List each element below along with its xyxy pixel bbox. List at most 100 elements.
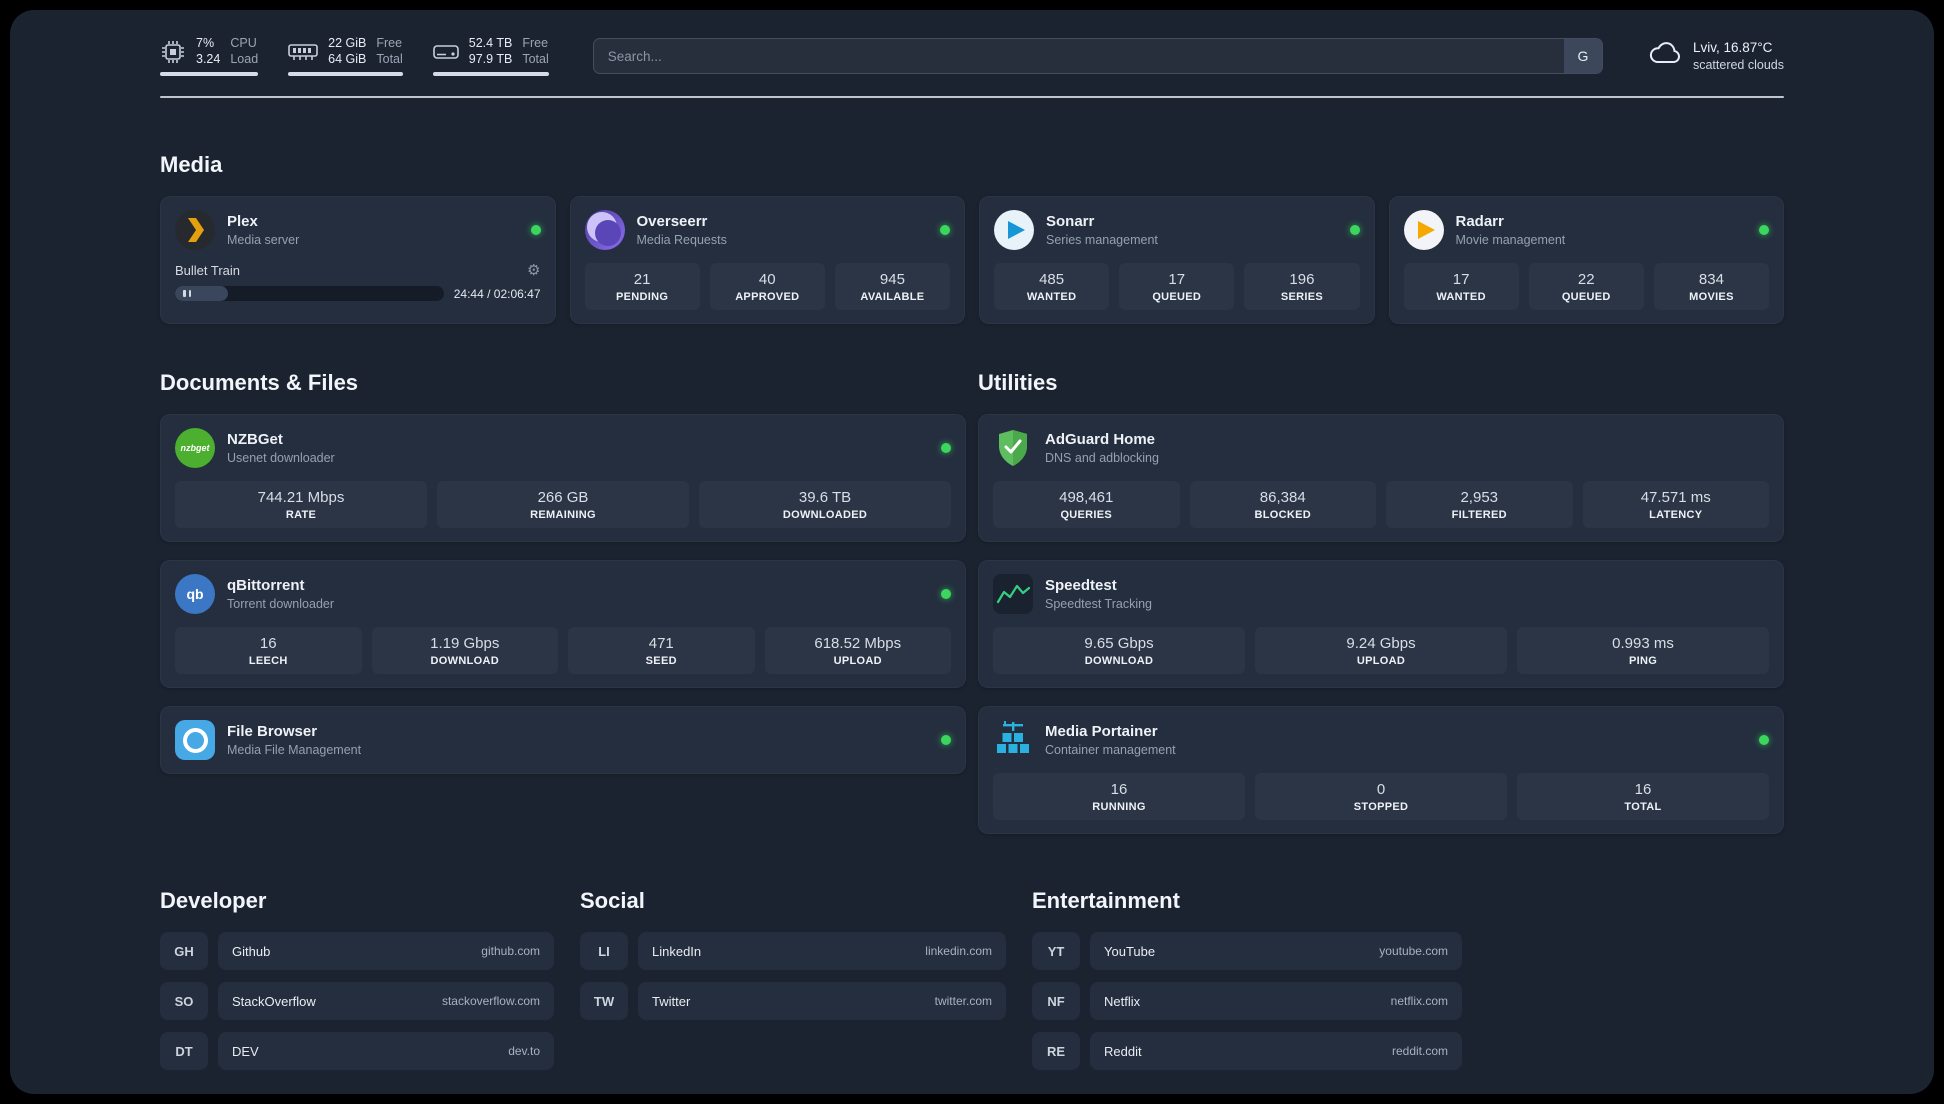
disk-usage-bar: [432, 72, 549, 77]
stat-upload: 9.24 Gbps UPLOAD: [1255, 627, 1507, 675]
app-desc: Container management: [1045, 743, 1176, 758]
bookmark-abbr-stackoverflow[interactable]: SO: [160, 982, 208, 1021]
app-name: Overseerr: [636, 212, 708, 230]
app-name: qBittorrent: [227, 576, 305, 594]
portainer-crane-icon: [993, 720, 1033, 760]
search-input[interactable]: [593, 48, 1564, 64]
weather-condition: scattered clouds: [1692, 57, 1784, 72]
app-name: Media Portainer: [1045, 722, 1158, 740]
plex-card[interactable]: Plex Media server Bullet Train ⚙ 24:44 /…: [160, 196, 556, 325]
bookmark-abbr-twitter[interactable]: TW: [580, 982, 628, 1021]
section-title-documents: Documents & Files: [160, 370, 359, 396]
stat-downloaded: 39.6 TB DOWNLOADED: [699, 481, 951, 529]
stat-filtered: 2,953 FILTERED: [1386, 481, 1573, 529]
radarr-card[interactable]: Radarr Movie management 17 WANTED 22 QUE…: [1388, 196, 1784, 325]
radarr-icon: [1403, 210, 1444, 251]
stat-stopped: 0 STOPPED: [1255, 773, 1507, 821]
bookmark-link-linkedin[interactable]: LinkedIn linkedin.com: [638, 932, 1006, 971]
bookmark-abbr-dev[interactable]: DT: [160, 1032, 208, 1071]
speedtest-card[interactable]: Speedtest Speedtest Tracking 9.65 Gbps D…: [978, 560, 1784, 689]
plex-icon: [175, 210, 215, 251]
stat-running: 16 RUNNING: [993, 773, 1245, 821]
stat-rate: 744.21 Mbps RATE: [175, 481, 427, 529]
memory-usage-bar: [288, 72, 403, 77]
memory-values: 22 GiB 64 GiB: [328, 36, 367, 66]
status-online-dot: [941, 589, 951, 600]
section-title-entertainment: Entertainment: [1032, 888, 1180, 914]
adguard-card[interactable]: AdGuard Home DNS and adblocking 498,461 …: [978, 414, 1784, 543]
section-title-developer: Developer: [160, 888, 267, 914]
stat-queries: 498,461 QUERIES: [993, 481, 1180, 529]
weather-widget: Lviv, 16.87°C scattered clouds: [1647, 39, 1784, 73]
bookmark-group-developer: Developer GH Github github.com SO StackO…: [160, 888, 554, 1082]
bookmark-group-social: Social LI LinkedIn linkedin.com TW Twitt…: [580, 888, 1006, 1082]
portainer-card[interactable]: Media Portainer Container management 16 …: [978, 706, 1784, 835]
status-online-dot: [530, 225, 541, 236]
gear-icon[interactable]: ⚙: [527, 262, 541, 280]
stat-remaining: 266 GB REMAINING: [437, 481, 689, 529]
bookmark-group-entertainment: Entertainment YT YouTube youtube.com NF …: [1032, 888, 1462, 1082]
cpu-widget: 7% 3.24 CPU Load: [160, 36, 259, 77]
app-name: Speedtest: [1045, 576, 1117, 594]
bookmark-abbr-netflix[interactable]: NF: [1032, 982, 1080, 1021]
memory-widget: 22 GiB 64 GiB Free Total: [288, 36, 403, 77]
nzbget-icon: nzbget: [175, 428, 215, 469]
search-engine-button[interactable]: G: [1563, 39, 1602, 74]
bookmark-abbr-youtube[interactable]: YT: [1032, 932, 1080, 971]
seek-bar-fill: [175, 286, 228, 302]
dashboard-screen: 7% 3.24 CPU Load: [10, 10, 1934, 1094]
disk-widget: 52.4 TB 97.9 TB Free Total: [432, 36, 549, 77]
qbittorrent-card[interactable]: qb qBittorrent Torrent downloader 16: [160, 560, 966, 689]
bookmark-abbr-linkedin[interactable]: LI: [580, 932, 628, 971]
app-desc: Series management: [1046, 233, 1158, 248]
now-playing-title: Bullet Train: [175, 262, 241, 278]
app-desc: Movie management: [1455, 233, 1566, 248]
memory-icon: [288, 41, 318, 63]
app-desc: Usenet downloader: [227, 451, 335, 466]
bookmark-abbr-github[interactable]: GH: [160, 932, 208, 971]
stat-download: 9.65 Gbps DOWNLOAD: [993, 627, 1245, 675]
stat-latency: 47.571 ms LATENCY: [1582, 481, 1769, 529]
app-desc: Torrent downloader: [227, 597, 335, 612]
stat-pending: 21 PENDING: [584, 263, 700, 311]
status-online-dot: [1759, 735, 1769, 746]
status-online-dot: [940, 225, 950, 236]
bookmark-link-youtube[interactable]: YouTube youtube.com: [1090, 932, 1462, 971]
status-online-dot: [1759, 225, 1769, 236]
disk-labels: Free Total: [522, 36, 549, 66]
stat-upload: 618.52 Mbps UPLOAD: [764, 627, 951, 675]
cpu-usage-bar: [160, 72, 259, 77]
filebrowser-card[interactable]: File Browser Media File Management: [160, 706, 966, 775]
disk-icon: [432, 41, 459, 63]
top-bar: 7% 3.24 CPU Load: [160, 36, 1784, 77]
stat-series: 196 SERIES: [1244, 263, 1360, 311]
playback-time: 24:44 / 02:06:47: [453, 286, 541, 301]
bookmark-link-reddit[interactable]: Reddit reddit.com: [1090, 1032, 1462, 1071]
overseerr-card[interactable]: Overseerr Media Requests 21 PENDING 40 A…: [569, 196, 965, 325]
section-title-utilities: Utilities: [978, 370, 1058, 396]
bookmark-abbr-reddit[interactable]: RE: [1032, 1032, 1080, 1071]
app-name: Radarr: [1455, 212, 1504, 230]
app-name: AdGuard Home: [1045, 430, 1156, 448]
bookmark-link-stackoverflow[interactable]: StackOverflow stackoverflow.com: [218, 982, 554, 1021]
memory-labels: Free Total: [376, 36, 403, 66]
stat-total: 16 TOTAL: [1517, 773, 1769, 821]
cloud-icon: [1647, 41, 1683, 72]
bookmark-link-dev[interactable]: DEV dev.to: [218, 1032, 554, 1071]
app-name: File Browser: [227, 722, 318, 740]
stat-queued: 17 QUEUED: [1119, 263, 1235, 311]
bookmark-link-twitter[interactable]: Twitter twitter.com: [638, 982, 1006, 1021]
app-desc: Media Requests: [636, 233, 727, 248]
pause-icon[interactable]: [183, 290, 191, 298]
bookmark-link-netflix[interactable]: Netflix netflix.com: [1090, 982, 1462, 1021]
stat-seed: 471 SEED: [568, 627, 755, 675]
seek-bar[interactable]: [175, 286, 444, 302]
system-metrics: 7% 3.24 CPU Load: [160, 36, 549, 77]
section-title-social: Social: [580, 888, 645, 914]
weather-location: Lviv, 16.87°C: [1692, 40, 1773, 56]
stat-queued: 22 QUEUED: [1528, 263, 1644, 311]
bookmark-link-github[interactable]: Github github.com: [218, 932, 554, 971]
nzbget-card[interactable]: nzbget NZBGet Usenet downloader 744.21 M…: [160, 414, 966, 543]
sonarr-card[interactable]: Sonarr Series management 485 WANTED 17 Q…: [979, 196, 1375, 325]
speedtest-graph-icon: [993, 574, 1033, 615]
